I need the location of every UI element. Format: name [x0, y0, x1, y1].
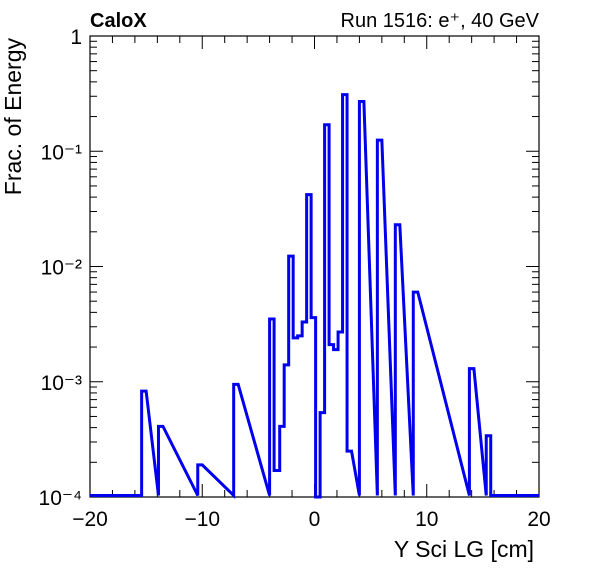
histogram-line [90, 93, 539, 500]
x-axis-title: Y Sci LG [cm] [394, 536, 534, 562]
y-tick-label: 10⁻² [41, 257, 82, 280]
y-tick-label: 1 [70, 26, 82, 49]
y-tick-label: 10⁻⁴ [39, 487, 82, 510]
x-tick-label: 0 [309, 508, 321, 531]
x-tick-label: 20 [527, 508, 550, 531]
x-tick-label: 10 [415, 508, 438, 531]
brand-label: CaloX [90, 10, 147, 32]
x-tick-label: −10 [184, 508, 220, 531]
y-tick-labels: 10⁻⁴ 10⁻³ 10⁻² 10⁻¹ 1 [39, 26, 82, 510]
run-label: Run 1516: e⁺, 40 GeV [341, 10, 540, 32]
y-axis-title: Frac. of Energy [0, 38, 26, 196]
y-tick-label: 10⁻¹ [41, 141, 82, 164]
x-tick-labels: −20 −10 0 10 20 [72, 508, 550, 531]
x-tick-label: −20 [72, 508, 108, 531]
y-tick-label: 10⁻³ [41, 372, 82, 395]
axis-ticks [89, 35, 540, 498]
